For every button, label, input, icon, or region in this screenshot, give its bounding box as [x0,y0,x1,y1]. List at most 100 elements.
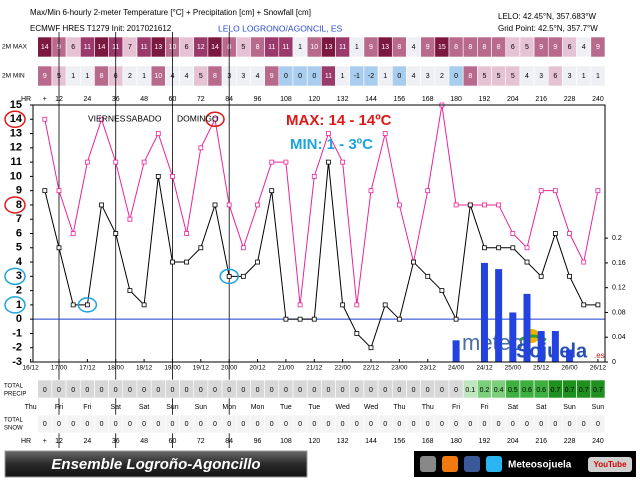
x-tick-label: 24/12 [476,365,493,372]
temp-cell-label: 5 [241,44,245,51]
temp-marker [552,231,558,236]
y-tick-label: -2 [12,342,22,354]
y-tick-label: 4 [16,256,23,268]
facebook-icon [464,456,480,472]
day-label: Sun [563,404,576,411]
total-cell-label: 0 [298,387,302,394]
temp-marker [482,245,487,251]
precip-bar [495,269,503,362]
temp-cell-label: 9 [369,44,373,51]
temp-cell-label: 9 [539,44,543,51]
temp-cell-label: 4 [582,44,586,51]
x-tick-label: 22/12 [363,365,380,372]
temp-marker [538,188,544,194]
temp-marker [212,202,218,208]
x-tick-label: 21/12 [306,365,323,372]
temp-marker [84,302,90,308]
total-cell-label: 0 [440,387,444,394]
temp-cell-label: 2 [440,73,444,80]
total-cell-label: 0.7 [565,387,575,394]
x-tick-label: 26/00 [561,365,578,372]
hr-tick-label: 108 [280,96,292,103]
row-label: 2M MAX [2,44,28,51]
blogger-icon [442,456,458,472]
temp-cell-label: 11 [339,44,346,51]
temp-cell-label: 5 [525,44,529,51]
temp-cell-label: 9 [596,44,600,51]
temp-marker [42,188,48,194]
temp-cell-label: 10 [154,73,162,80]
temp-cell-label: 5 [511,73,515,80]
temp-marker [595,188,601,194]
temp-cell-label: 8 [213,73,217,80]
temp-cell-label: 4 [185,73,189,80]
total-cell-label: 0.5 [508,387,518,394]
y2-tick-label: 0.04 [612,334,626,341]
y-tick-label: 10 [10,170,22,182]
station-coords: LELO: 42.45°N, 357.683°W [498,12,596,21]
day-label: Fri [452,404,461,411]
temp-marker [510,245,516,251]
total-cell-label: 0 [369,421,373,428]
total-cell-label: 0 [171,421,175,428]
title: Max/Min 6-hourly 2-meter Temperature [°C… [30,8,311,17]
total-cell-label: 0 [85,387,89,394]
hr-tick-label: 48 [140,96,148,103]
total-cell-label: 0 [497,421,501,428]
temp-cell-label: 9 [553,44,557,51]
day-label: Wed [335,404,349,411]
hr-label: HR [21,96,31,103]
total-cell-label: 0 [327,421,331,428]
temp-line [44,104,599,305]
x-tick-label: 21/00 [278,365,295,372]
total-cell-label: 0 [256,421,260,428]
hr-tick-label: 216 [535,438,547,445]
y-tick-label: 1 [16,299,22,311]
total-cell-label: 0 [114,387,118,394]
temp-marker [127,216,133,222]
total-cell-label: 0 [227,387,231,394]
hr-tick-label: 132 [337,438,349,445]
temp-marker [113,159,119,165]
temp-cell-label: 6 [553,73,557,80]
temp-marker [99,116,104,122]
hr-tick-label: 216 [535,96,547,103]
total-cell-label: 0 [327,387,331,394]
y-tick-label: -3 [12,356,22,368]
temp-marker [368,345,374,351]
temp-marker [212,116,218,122]
y2-tick-label: 0.16 [612,260,626,267]
temp-cell-label: 4 [412,73,416,80]
y-tick-label: 15 [10,99,22,111]
temp-cell-label: 12 [197,44,205,51]
total-cell-label: 0 [128,387,132,394]
temp-cell-label: 5 [497,73,501,80]
temp-marker [552,188,558,194]
hr-tick-label: 240 [592,96,604,103]
total-cell-label: 0 [412,387,416,394]
temp-marker [326,159,331,165]
temp-marker [425,273,431,279]
hr-tick-label: 144 [365,96,377,103]
temp-marker [297,302,303,308]
youtube-text: YouTube [593,460,627,469]
row-label: SNOW [4,426,23,432]
model: ECMWF HRES T1279 Init: 2017021612 [30,24,172,33]
temp-cell-label: 15 [438,44,446,51]
annotation: MIN: 1 - 3ºC [290,136,373,153]
total-cell-label: 0 [440,421,444,428]
temp-marker [311,316,317,322]
row-label: TOTAL [4,384,23,390]
total-cell-label: 0 [369,387,373,394]
day-label: Sat [139,404,150,411]
hr-tick-label: 72 [197,96,205,103]
temp-marker [311,173,317,179]
hr-tick-label: 192 [479,96,491,103]
x-tick-label: 25/12 [533,365,550,372]
temp-cell-label: 1 [298,44,302,51]
temp-cell [590,36,606,58]
temp-cell-label: 6 [511,44,515,51]
precip-bar [537,331,545,362]
temp-marker [326,131,331,136]
